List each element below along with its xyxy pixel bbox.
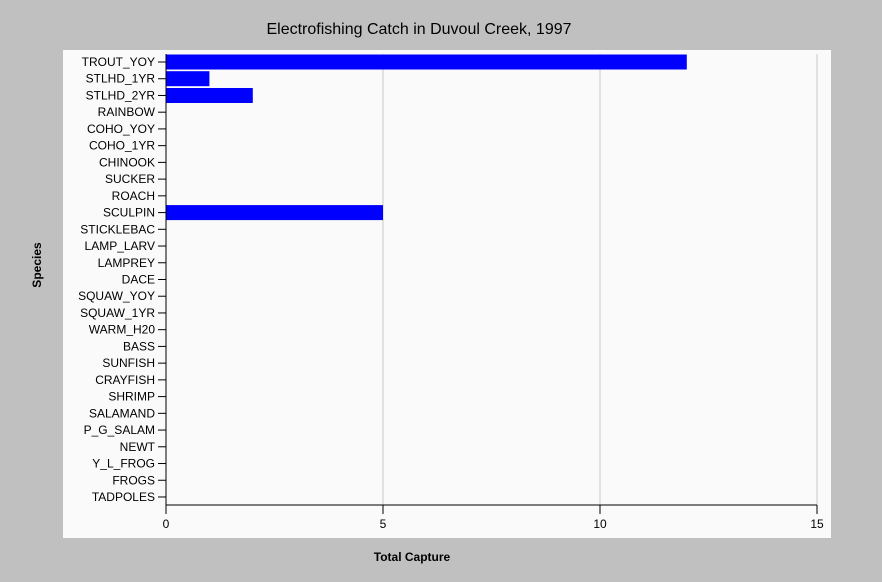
y-tick-label: RAINBOW [98, 105, 156, 119]
y-tick-label: STLHD_1YR [86, 72, 156, 86]
y-tick-label: SUNFISH [102, 356, 155, 370]
y-tick-label: FROGS [112, 473, 155, 487]
y-tick-label: NEWT [120, 440, 156, 454]
y-tick-label: SQUAW_1YR [80, 306, 155, 320]
y-tick-label: STLHD_2YR [86, 88, 156, 102]
axes: TROUT_YOY STLHD_1YR STLHD_2YR RAINBOW COHO_Y… [78, 54, 824, 531]
chart-title: Electrofishing Catch in Duvoul Creek, 19… [266, 21, 571, 38]
x-tick-label: 15 [810, 517, 824, 531]
y-tick-label: LAMPREY [98, 256, 155, 270]
bar [166, 205, 383, 221]
y-tick-label: STICKLEBAC [80, 222, 155, 236]
y-tick-label: DACE [122, 272, 155, 286]
y-tick-label: CHINOOK [99, 155, 155, 169]
y-tick-label: P_G_SALAM [84, 423, 155, 437]
y-tick-label: LAMP_LARV [85, 239, 155, 253]
bars [166, 54, 687, 221]
y-tick-label: TADPOLES [92, 490, 155, 504]
y-tick-label: CRAYFISH [95, 373, 155, 387]
x-axis-label: Total Capture [374, 550, 451, 564]
y-tick-label: Y_L_FROG [92, 457, 155, 471]
bar [166, 88, 253, 103]
y-tick-label: COHO_YOY [87, 122, 155, 136]
y-axis-label: Species [30, 242, 44, 288]
plot-background [63, 50, 831, 538]
y-tick-label: COHO_1YR [89, 139, 155, 153]
y-tick-label: BASS [123, 339, 155, 353]
y-tick-label: TROUT_YOY [82, 55, 155, 69]
y-tick-label: SCULPIN [103, 206, 155, 220]
grid-lines [382, 54, 818, 505]
y-tick-label: SQUAW_YOY [78, 289, 155, 303]
x-tick-label: 10 [593, 517, 607, 531]
bar [166, 54, 687, 70]
y-tick-label: WARM_H20 [89, 323, 156, 337]
y-tick-label: SALAMAND [89, 406, 155, 420]
x-tick-label: 5 [380, 517, 387, 531]
y-tick-label: SUCKER [105, 172, 155, 186]
x-tick-label: 0 [163, 517, 170, 531]
bar [166, 71, 210, 87]
y-tick-label: SHRIMP [108, 390, 155, 404]
y-tick-label: ROACH [112, 189, 155, 203]
